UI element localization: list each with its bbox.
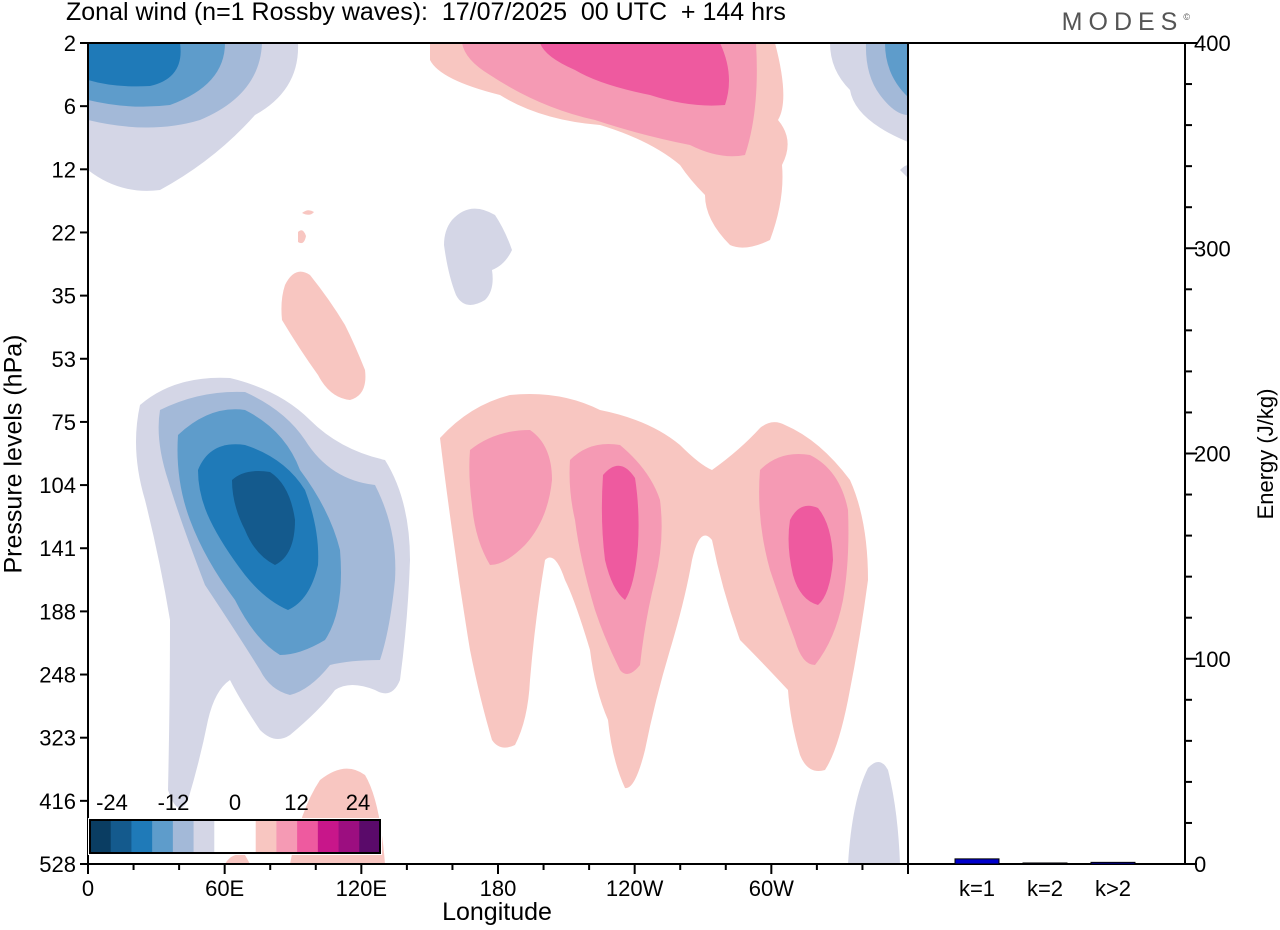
longitude-tick-label: 180 — [480, 876, 517, 901]
brand-mark: © — [1183, 12, 1190, 22]
energy-tick-label: 100 — [1194, 647, 1231, 672]
contour-neg-blob-mid — [444, 208, 512, 305]
energy-axis-label: Energy (J/kg) — [1253, 388, 1278, 520]
energy-bar-label: k=1 — [959, 876, 995, 901]
colorbar-swatch — [276, 820, 298, 853]
pressure-tick-label: 528 — [39, 852, 76, 877]
longitude-ticks: 0 60E 120E 180 120W 60W — [82, 864, 909, 901]
y-axis-label: Pressure levels (hPa) — [0, 334, 28, 574]
energy-bar-label: k>2 — [1095, 876, 1131, 901]
colorbar-swatch — [152, 820, 174, 853]
pressure-tick-label: 12 — [52, 157, 76, 182]
colorbar-swatch — [338, 820, 360, 853]
contour-pos-main-2c — [788, 505, 833, 605]
contour-pos-bottom-left — [225, 854, 250, 864]
colorbar-frame — [89, 819, 381, 854]
longitude-tick-label: 0 — [82, 876, 94, 901]
pressure-tick-label: 6 — [64, 94, 76, 119]
contour-pos-main-2b — [601, 465, 639, 600]
pressure-tick-label: 188 — [39, 599, 76, 624]
contour-pos-top-2 — [540, 43, 729, 106]
longitude-tick-label: 60E — [205, 876, 244, 901]
colorbar-swatch — [172, 820, 195, 853]
contour-neg-right-edge — [900, 165, 908, 178]
pressure-tick-label: 22 — [52, 220, 76, 245]
pressure-tick-label: 2 — [64, 31, 76, 56]
colorbar-label: 12 — [284, 790, 308, 815]
colorbar-swatch — [297, 820, 319, 853]
zonal-wind-field — [88, 43, 908, 864]
colorbar-swatch — [214, 820, 236, 853]
energy-tick-label: 300 — [1194, 236, 1231, 261]
energy-tick-label: 400 — [1194, 31, 1231, 56]
pressure-tick-label: 416 — [39, 789, 76, 814]
contour-neg-top-right-2 — [885, 43, 908, 97]
pressure-tick-label: 53 — [52, 347, 76, 372]
contour-pos-blob-small — [302, 210, 314, 215]
colorbar-label: -24 — [96, 790, 128, 815]
colorbar-label: 24 — [346, 790, 370, 815]
contour-neg-top-left-3 — [88, 43, 181, 87]
energy-tick-label: 0 — [1194, 852, 1206, 877]
energy-bar — [954, 858, 1000, 865]
chart-title: Zonal wind (n=1 Rossby waves): 17/07/202… — [66, 0, 786, 26]
pressure-tick-label: 75 — [52, 410, 76, 435]
pressure-tick-label: 248 — [39, 663, 76, 688]
brand-text: MODES — [1061, 8, 1184, 36]
pressure-tick-label: 35 — [52, 284, 76, 309]
colorbar-label: 0 — [229, 790, 241, 815]
energy-bars: k=1 k=2 k>2 — [954, 858, 1136, 901]
longitude-tick-label: 120W — [606, 876, 664, 901]
energy-bar-label: k=2 — [1027, 876, 1063, 901]
brand-logo: MODES© — [1062, 8, 1190, 37]
colorbar-swatch — [90, 820, 112, 853]
contour-neg-main-4 — [232, 471, 295, 565]
energy-tick-label: 200 — [1194, 442, 1231, 467]
energy-ticks: 0 100 200 300 400 — [1185, 31, 1231, 877]
colorbar-swatch — [317, 820, 340, 853]
pressure-tick-label: 104 — [39, 473, 76, 498]
energy-bar — [1022, 862, 1068, 865]
colorbar-swatch — [131, 820, 153, 853]
colorbar-label: -12 — [158, 790, 190, 815]
pressure-tick-label: 323 — [39, 726, 76, 751]
pressure-ticks: 2 6 12 22 35 53 75 104 141 188 248 323 416 528 — [39, 31, 88, 877]
colorbar-swatch — [255, 820, 277, 853]
contour-pos-blob-mid — [281, 271, 366, 400]
contour-pos-main-1a — [469, 430, 552, 565]
longitude-tick-label: 120E — [336, 876, 387, 901]
colorbar: -24 -12 0 12 24 — [88, 790, 382, 855]
longitude-tick-label: 60W — [749, 876, 794, 901]
colorbar-swatch — [235, 820, 257, 853]
x-axis-label: Longitude — [442, 898, 552, 926]
colorbar-swatch — [193, 820, 215, 853]
pressure-tick-label: 141 — [39, 536, 76, 561]
colorbar-swatch — [110, 820, 132, 853]
contour-neg-bottom-right — [848, 761, 900, 864]
energy-bar — [1090, 861, 1136, 865]
contour-pos-blob-small-2 — [298, 230, 306, 244]
colorbar-swatch — [359, 820, 381, 853]
